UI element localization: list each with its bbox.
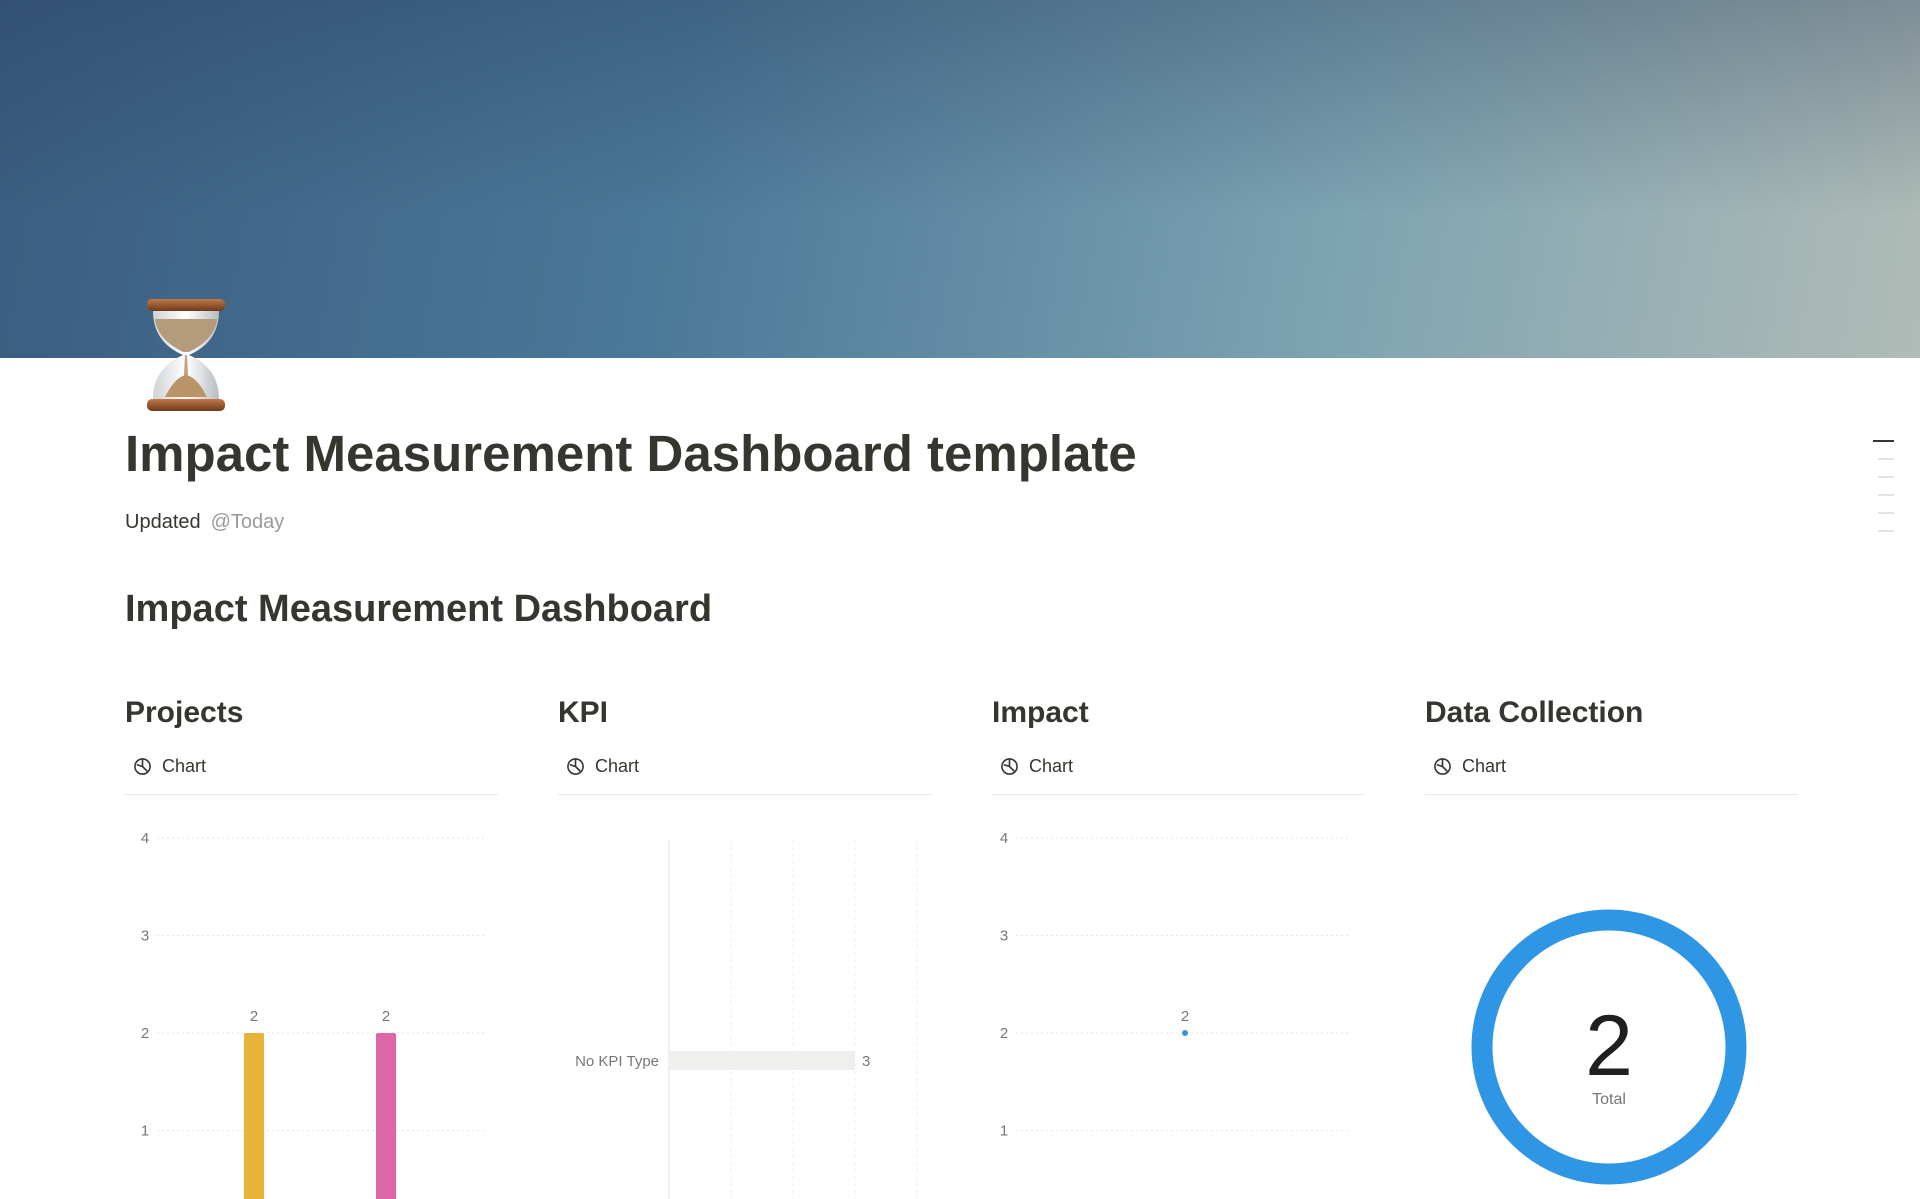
column-heading: Data Collection bbox=[1425, 696, 1644, 729]
divider bbox=[1425, 794, 1798, 795]
toc-item[interactable] bbox=[1873, 440, 1894, 442]
impact-line-chart: 1 2 3 4 2 bbox=[1000, 830, 1351, 1140]
divider bbox=[558, 794, 931, 795]
hourglass-icon[interactable] bbox=[145, 297, 227, 413]
column-heading: KPI bbox=[558, 696, 609, 729]
y-tick-label: 1 bbox=[141, 1123, 149, 1140]
y-tick-label: 4 bbox=[1000, 830, 1008, 847]
column-heading: Impact bbox=[992, 696, 1089, 729]
toc-item[interactable] bbox=[1878, 494, 1894, 496]
updated-label: Updated bbox=[125, 511, 201, 533]
tab-label: Chart bbox=[595, 756, 640, 776]
donut-slice bbox=[1471, 909, 1747, 1185]
data-label: 3 bbox=[862, 1053, 870, 1070]
chart-pie-icon bbox=[1434, 758, 1451, 775]
bar bbox=[669, 1051, 855, 1070]
chart-pie-icon bbox=[1001, 758, 1018, 775]
chart-view-tab[interactable]: Chart bbox=[1433, 756, 1506, 777]
page-title[interactable]: Impact Measurement Dashboard template bbox=[125, 425, 1137, 482]
cover-banner bbox=[0, 0, 1920, 358]
table-of-contents[interactable] bbox=[1873, 440, 1894, 548]
bar bbox=[244, 1033, 264, 1199]
y-tick-label: 4 bbox=[141, 830, 149, 847]
chart-view-tab[interactable]: Chart bbox=[1000, 756, 1073, 777]
center-label: Total bbox=[1592, 1091, 1626, 1108]
y-tick-label: 1 bbox=[1000, 1123, 1008, 1140]
updated-property: Updated @Today bbox=[125, 511, 284, 534]
column-heading: Projects bbox=[125, 696, 244, 729]
tab-label: Chart bbox=[1029, 756, 1074, 776]
section-heading: Impact Measurement Dashboard bbox=[125, 588, 713, 630]
kpi-bar-chart: No KPI Type 3 bbox=[575, 840, 918, 1199]
data-label: 2 bbox=[250, 1008, 258, 1025]
divider bbox=[992, 794, 1365, 795]
center-value: 2 bbox=[1585, 998, 1633, 1094]
updated-date-mention[interactable]: @Today bbox=[210, 511, 285, 533]
tab-label: Chart bbox=[1462, 756, 1507, 776]
chart-view-tab[interactable]: Chart bbox=[133, 756, 206, 777]
toc-item[interactable] bbox=[1878, 458, 1894, 460]
toc-item[interactable] bbox=[1878, 512, 1894, 514]
y-tick-label: 2 bbox=[141, 1025, 149, 1042]
chart-view-tab[interactable]: Chart bbox=[566, 756, 639, 777]
projects-bar-chart: 1 2 3 4 2 2 bbox=[141, 830, 487, 1199]
toc-item[interactable] bbox=[1878, 530, 1894, 532]
data-label: 2 bbox=[382, 1008, 390, 1025]
data-point bbox=[1182, 1030, 1188, 1036]
bar bbox=[376, 1033, 396, 1199]
data-label: 2 bbox=[1181, 1008, 1189, 1025]
toc-item[interactable] bbox=[1878, 476, 1894, 478]
divider bbox=[125, 794, 498, 795]
y-tick-label: 3 bbox=[141, 928, 149, 945]
y-tick-label: 3 bbox=[1000, 928, 1008, 945]
category-label: No KPI Type bbox=[575, 1053, 659, 1070]
chart-pie-icon bbox=[134, 758, 151, 775]
chart-pie-icon bbox=[567, 758, 584, 775]
y-tick-label: 2 bbox=[1000, 1025, 1008, 1042]
tab-label: Chart bbox=[162, 756, 207, 776]
